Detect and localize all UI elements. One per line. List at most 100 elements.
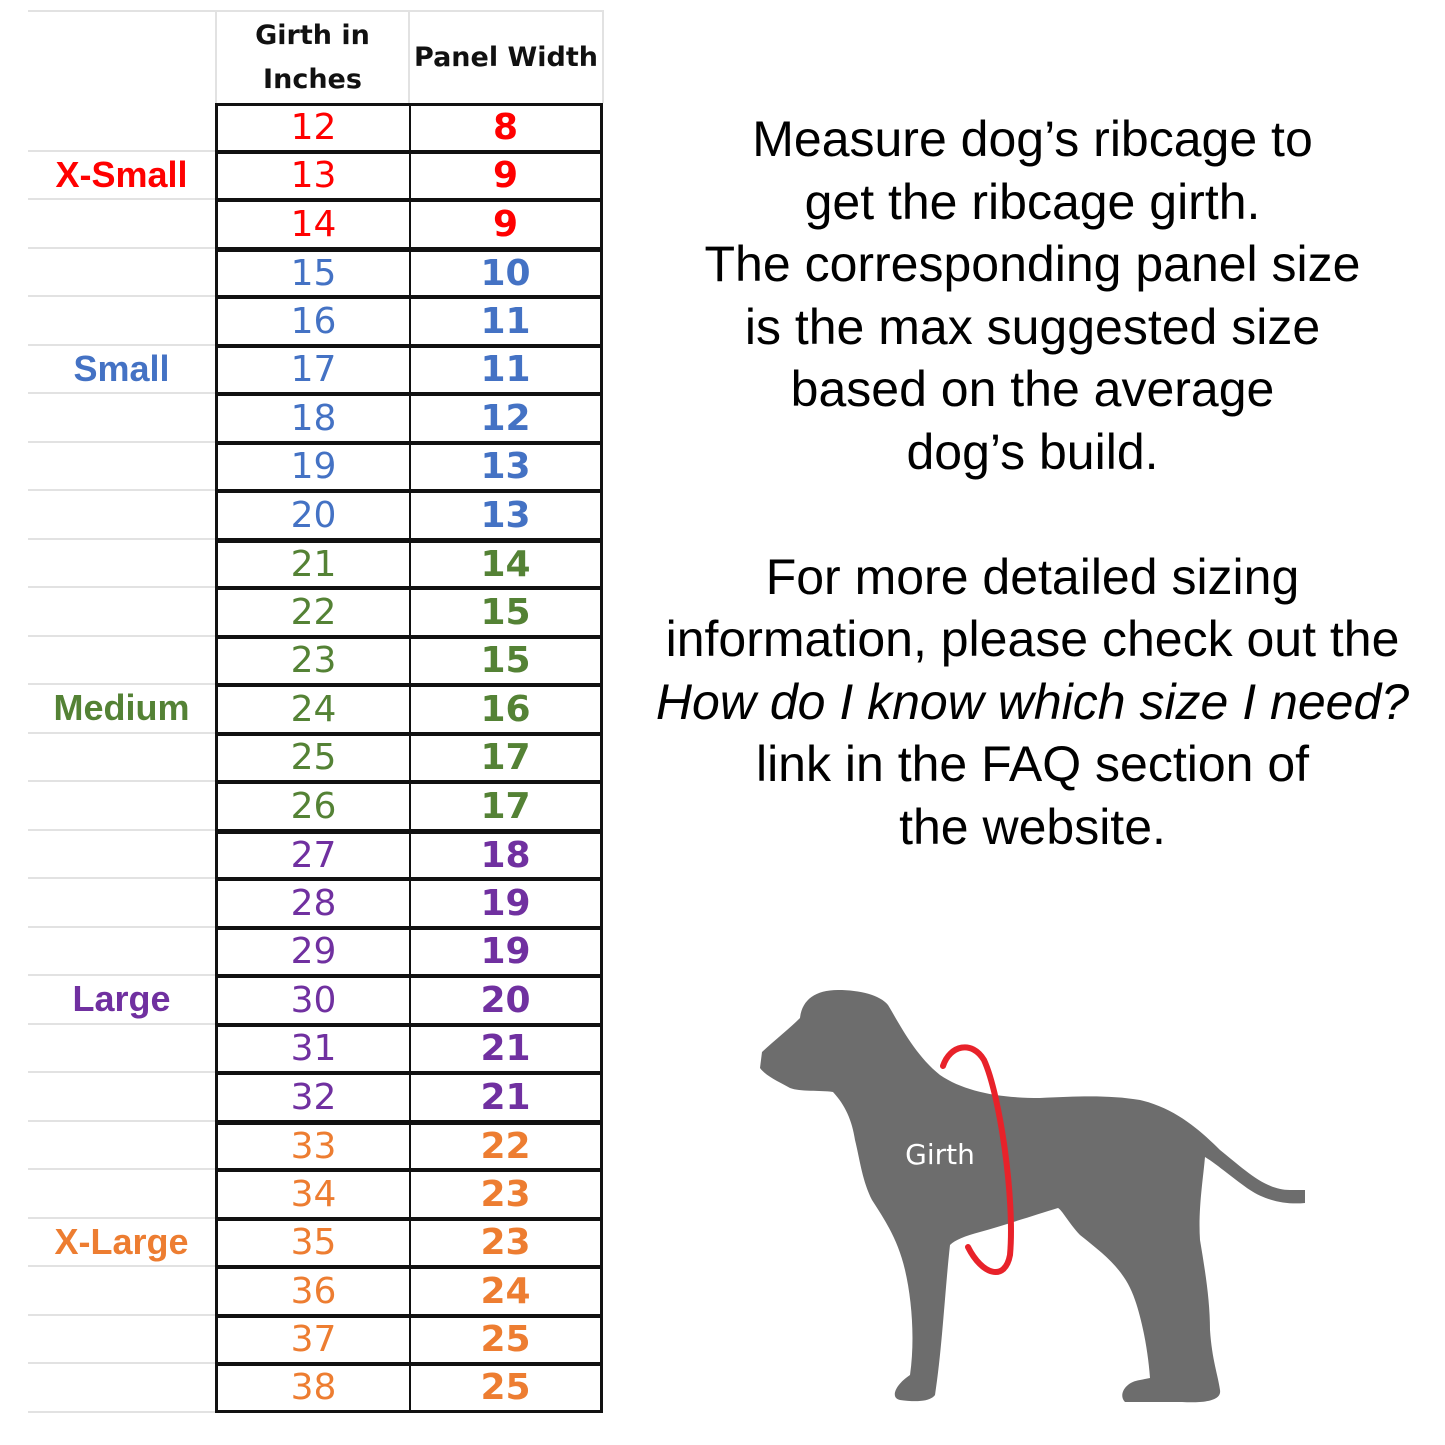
girth-cell: 27 [215, 830, 411, 879]
girth-cell: 38 [215, 1364, 411, 1413]
table-row: Small 17 11 [28, 345, 604, 394]
size-cell [28, 1025, 215, 1073]
girth-cell: 37 [215, 1315, 411, 1364]
table-row: 21 14 [28, 539, 604, 588]
table-row: 31 21 [28, 1024, 604, 1073]
table-row: 12 8 [28, 103, 604, 152]
table-row: 38 25 [28, 1364, 604, 1413]
table-row: 19 13 [28, 442, 604, 491]
table-row: X-Small 13 9 [28, 151, 604, 200]
girth-cell: 31 [215, 1024, 411, 1073]
dog-silhouette [760, 990, 1305, 1403]
girth-cell: 28 [215, 879, 411, 928]
size-cell [28, 1267, 215, 1316]
table-row: 15 10 [28, 248, 604, 297]
girth-cell: 13 [215, 151, 411, 200]
table-row: 32 21 [28, 1073, 604, 1122]
panel-width-cell: 17 [409, 782, 603, 831]
size-cell [28, 928, 215, 976]
size-cell: X-Large [28, 1219, 215, 1267]
size-cell [28, 1364, 215, 1413]
instruction-line: The corresponding panel size [704, 236, 1361, 292]
size-label: Small [73, 347, 170, 389]
size-cell: X-Small [28, 152, 215, 200]
girth-cell: 19 [215, 442, 411, 491]
table-row: 23 15 [28, 636, 604, 685]
panel-width-cell: 19 [409, 927, 603, 976]
panel-width-cell: 17 [409, 733, 603, 782]
size-cell: Medium [28, 685, 215, 734]
size-cell [28, 1170, 215, 1219]
panel-header: Panel Width [410, 10, 604, 103]
size-cell [28, 249, 215, 297]
panel-width-cell: 8 [409, 103, 603, 152]
girth-header: Girth in Inches [215, 10, 410, 103]
size-cell [28, 491, 215, 540]
size-cell [28, 1073, 215, 1122]
instructions-para2: For more detailed sizing information, ple… [630, 546, 1435, 859]
girth-cell: 21 [215, 539, 411, 588]
girth-cell: 22 [215, 588, 411, 637]
panel-width-cell: 25 [409, 1315, 603, 1364]
girth-cell: 32 [215, 1073, 411, 1122]
panel-width-cell: 21 [409, 1073, 603, 1122]
panel-width-cell: 12 [409, 394, 603, 443]
table-row: 27 18 [28, 830, 604, 879]
panel-width-cell: 10 [409, 248, 603, 297]
size-cell: Small [28, 346, 215, 394]
panel-width-cell: 16 [409, 685, 603, 734]
girth-cell: 30 [215, 976, 411, 1025]
faq-link-title: How do I know which size I need? [655, 673, 1410, 730]
instruction-line: get the ribcage girth. [804, 173, 1261, 230]
girth-cell: 23 [215, 636, 411, 685]
girth-cell: 25 [215, 733, 411, 782]
girth-cell: 20 [215, 491, 411, 540]
table-row: 28 19 [28, 879, 604, 928]
table-row: X-Large 35 23 [28, 1218, 604, 1267]
girth-label: Girth [905, 1138, 975, 1171]
girth-cell: 24 [215, 685, 411, 734]
instruction-line: the website. [899, 798, 1166, 855]
instruction-line: Measure dog’s ribcage to [752, 111, 1313, 167]
panel-width-cell: 19 [409, 879, 603, 928]
size-cell [28, 879, 215, 928]
panel-width-cell: 15 [409, 636, 603, 685]
panel-width-cell: 25 [409, 1364, 603, 1413]
girth-cell: 14 [215, 200, 411, 249]
table-row: 33 22 [28, 1121, 604, 1170]
girth-cell: 34 [215, 1170, 411, 1219]
table-row: Medium 24 16 [28, 685, 604, 734]
panel-width-cell: 22 [409, 1121, 603, 1170]
size-label: Large [72, 978, 171, 1020]
size-cell [28, 782, 215, 831]
size-cell [28, 1316, 215, 1364]
girth-cell: 35 [215, 1218, 411, 1267]
size-cell [28, 103, 215, 152]
girth-cell: 16 [215, 297, 411, 346]
instructions-para1: Measure dog’s ribcage to get the ribcage … [630, 108, 1435, 483]
instruction-line: dog’s build. [906, 423, 1159, 480]
panel-width-cell: 15 [409, 588, 603, 637]
size-cell [28, 831, 215, 879]
size-cell [28, 443, 215, 491]
table-row: Large 30 20 [28, 976, 604, 1025]
panel-width-cell: 23 [409, 1170, 603, 1219]
panel-width-cell: 13 [409, 442, 603, 491]
size-label: Medium [53, 687, 190, 729]
size-header [28, 10, 215, 103]
instruction-line: is the max suggested size [744, 298, 1321, 355]
panel-width-cell: 13 [409, 491, 603, 540]
girth-cell: 33 [215, 1121, 411, 1170]
instructions: Measure dog’s ribcage to get the ribcage … [630, 108, 1435, 858]
girth-cell: 18 [215, 394, 411, 443]
panel-width-cell: 9 [409, 200, 603, 249]
panel-width-cell: 9 [409, 151, 603, 200]
size-cell [28, 200, 215, 249]
panel-width-cell: 11 [409, 345, 603, 394]
girth-ring [940, 1044, 1014, 1275]
girth-cell: 29 [215, 927, 411, 976]
size-cell [28, 637, 215, 685]
panel-width-cell: 23 [409, 1218, 603, 1267]
size-cell [28, 394, 215, 443]
size-label: X-Small [55, 153, 188, 195]
